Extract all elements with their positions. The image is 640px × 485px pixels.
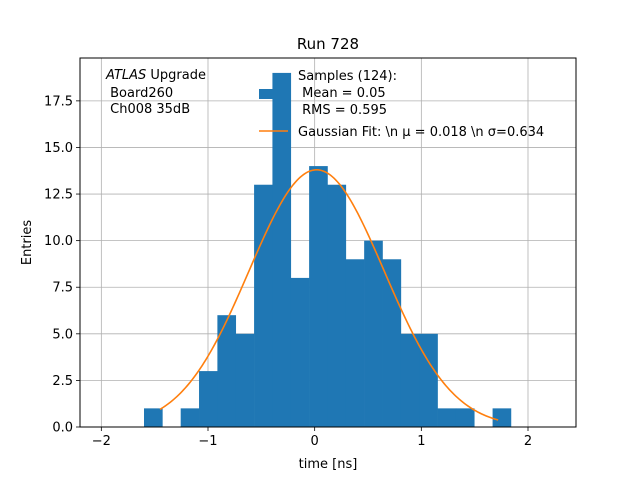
atlas-annotation: ATLAS Upgrade Board260 Ch008 35dB (105, 68, 206, 117)
x-tick-label-3: 1 (417, 434, 425, 449)
legend-mean-label: Mean = 0.05 (298, 86, 386, 101)
plot-frame (79, 57, 577, 428)
x-axis-ticks: −2 −1 0 1 2 (92, 427, 532, 449)
y-tick-label-3: 7.5 (52, 281, 73, 296)
histogram-bars (144, 72, 512, 427)
histogram-bar-9 (309, 166, 328, 427)
histogram-bar-10 (327, 184, 347, 427)
channel-label: Ch008 35dB (106, 102, 190, 117)
x-tick-label-2: 0 (311, 434, 319, 449)
histogram-bar-2 (180, 408, 200, 427)
chart-title: Run 728 (297, 35, 359, 53)
y-tick-label-1: 2.5 (52, 374, 73, 389)
y-axis-ticks: 0.0 2.5 5.0 7.5 10.0 12.5 15.0 17.5 (44, 94, 80, 436)
histogram-bar-11 (345, 259, 365, 427)
y-tick-label-2: 5.0 (52, 327, 73, 342)
histogram-bar-3 (199, 371, 218, 427)
atlas-label: ATLAS (105, 68, 146, 83)
x-tick-label-0: −2 (92, 434, 111, 449)
histogram-bar-16 (437, 408, 457, 427)
histogram-bar-19 (492, 408, 512, 427)
y-tick-label-5: 12.5 (44, 188, 73, 203)
y-axis-label: Entries (20, 220, 35, 266)
histogram-bar-4 (217, 315, 237, 427)
upgrade-label: Upgrade (146, 68, 206, 83)
histogram-bar-12 (364, 240, 383, 427)
gaussian-fit-curve (159, 169, 499, 421)
x-tick-label-4: 2 (524, 434, 532, 449)
legend-histogram-swatch (259, 89, 288, 99)
legend-fit-label: Gaussian Fit: \n μ = 0.018 \n σ=0.634 (298, 125, 544, 140)
histogram-bar-6 (254, 184, 273, 427)
legend-samples-label: Samples (124): (298, 69, 397, 84)
histogram-bar-8 (290, 277, 310, 427)
histogram-bar-0 (144, 408, 163, 427)
histogram-bar-7 (272, 72, 292, 427)
annotation-line-1: ATLAS Upgrade (105, 68, 206, 83)
y-tick-label-0: 0.0 (52, 421, 73, 436)
board-label: Board260 (106, 86, 173, 101)
histogram-bar-17 (455, 408, 475, 427)
y-tick-label-4: 10.0 (44, 234, 73, 249)
x-axis-label: time [ns] (299, 457, 358, 472)
legend: Samples (124): Mean = 0.05 RMS = 0.595 G… (259, 69, 544, 140)
y-tick-label-6: 15.0 (44, 141, 73, 156)
histogram-bar-5 (235, 333, 255, 427)
histogram-bar-14 (400, 333, 420, 427)
gaussian-fit (159, 169, 499, 421)
legend-rms-label: RMS = 0.595 (298, 103, 387, 118)
y-tick-label-7: 17.5 (44, 94, 73, 109)
histogram-bar-15 (419, 333, 438, 427)
x-tick-label-1: −1 (198, 434, 217, 449)
histogram-bar-13 (382, 259, 402, 427)
